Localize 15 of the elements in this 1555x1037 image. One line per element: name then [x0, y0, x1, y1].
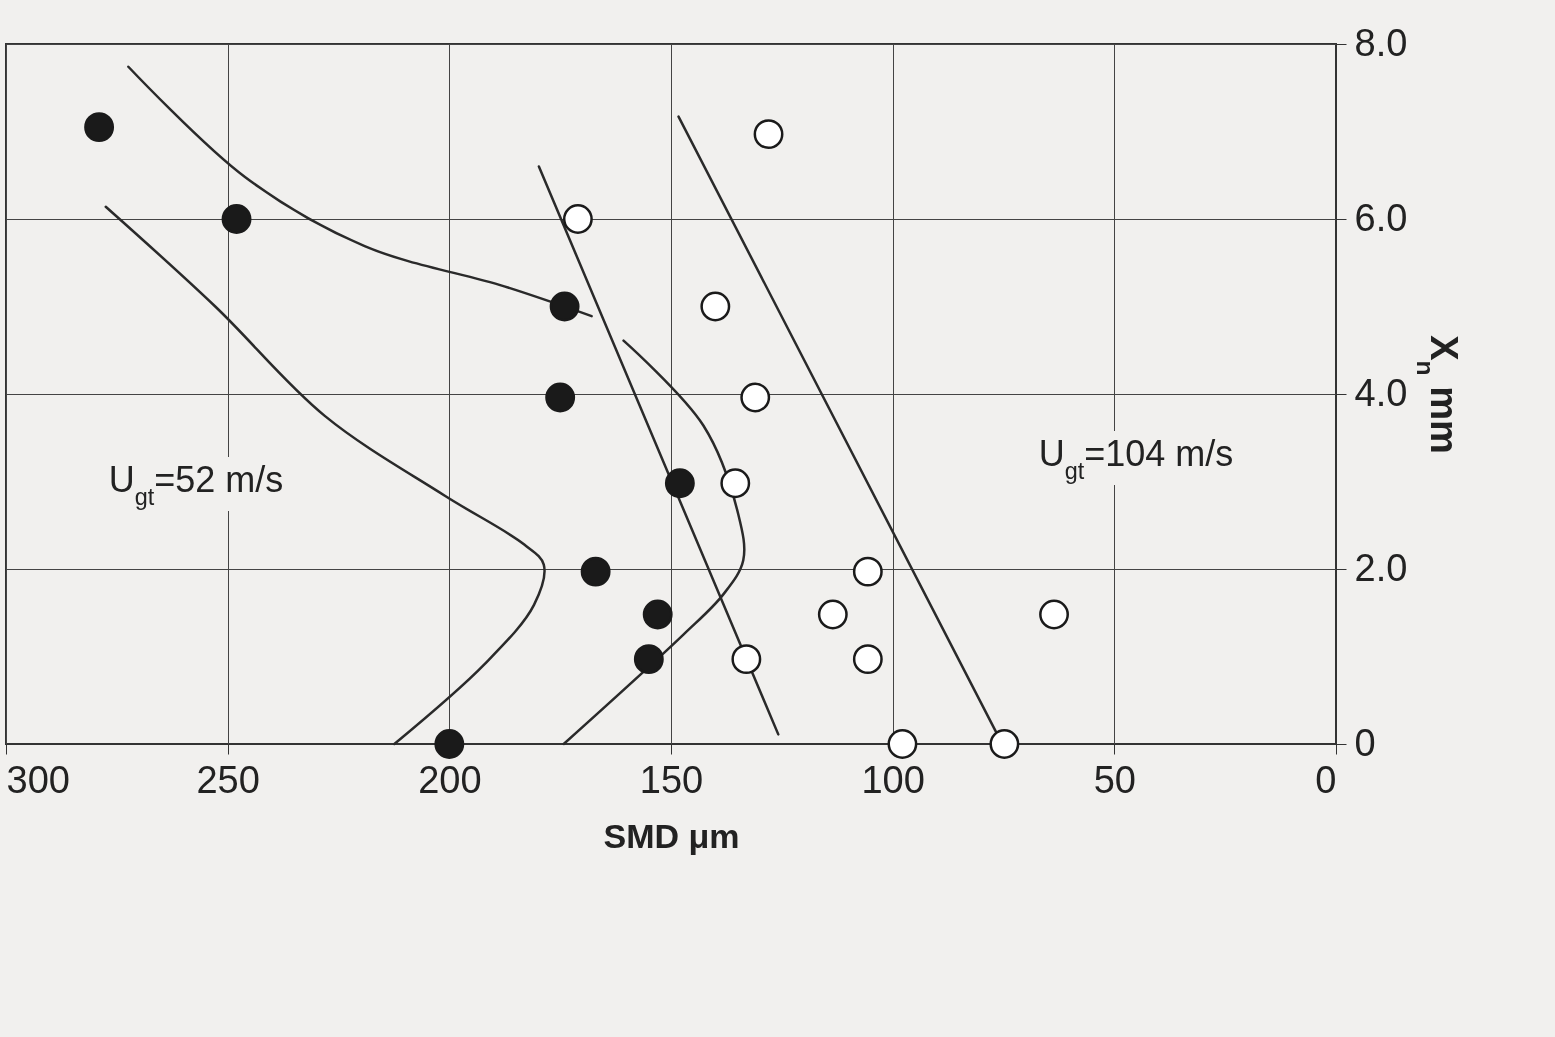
x-tick-label: 50	[1093, 758, 1136, 801]
annotation: U$_{gt}$=52 m/s	[108, 459, 284, 510]
y-tick-label: 2.0	[1354, 546, 1408, 589]
x-tick-label: 100	[861, 758, 925, 801]
y-tick-label: 0	[1354, 721, 1376, 764]
x-tick-label: 250	[196, 758, 260, 801]
x-tick-label: 0	[1315, 758, 1337, 801]
x-axis-title: SMD μm	[603, 816, 740, 855]
y-tick-label: 6.0	[1354, 196, 1408, 239]
x-tick-label: 300	[6, 758, 70, 801]
y-tick-label: 8.0	[1354, 21, 1408, 64]
y-tick-label: 4.0	[1354, 371, 1408, 414]
annotation: U$_{gt}$=104 m/s	[1038, 433, 1234, 484]
x-tick-label: 200	[418, 758, 482, 801]
x-tick-label: 150	[639, 758, 704, 801]
